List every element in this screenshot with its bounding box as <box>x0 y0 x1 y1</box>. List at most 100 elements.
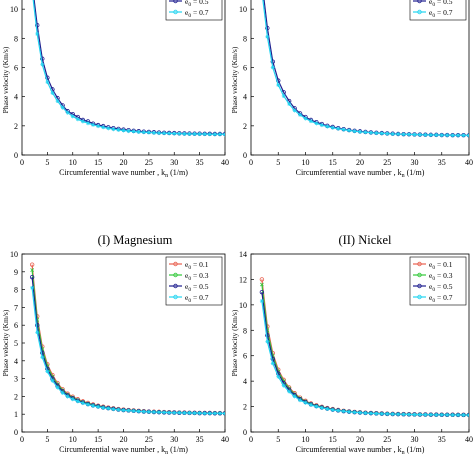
data-point <box>281 93 286 98</box>
data-point <box>287 389 292 394</box>
x-axis-label: Circumferential wave number , kn (1/m) <box>59 445 188 456</box>
data-point <box>341 409 346 414</box>
data-point <box>157 410 162 415</box>
data-point <box>70 114 75 119</box>
x-tick-label: 10 <box>302 435 310 444</box>
x-tick-label: 0 <box>20 435 24 444</box>
series-group <box>29 262 225 416</box>
data-point <box>347 409 352 414</box>
x-tick-label: 10 <box>69 158 77 167</box>
series-line-0.7 <box>262 0 469 137</box>
legend-label: e0 = 0.5 <box>185 0 209 8</box>
data-point <box>217 411 222 416</box>
data-point <box>461 133 466 138</box>
data-point <box>450 133 455 138</box>
legend-marker <box>417 0 422 4</box>
data-point <box>96 124 101 129</box>
chart-panel-3: 0 5 10 15 20 25 30 35 40 0 2 4 6 8 10 12 14 Circumferenti… <box>230 250 473 456</box>
x-tick-label: 25 <box>383 435 391 444</box>
x-tick-label: 20 <box>120 435 128 444</box>
y-tick-label: 10 <box>10 250 18 259</box>
legend-label: e0 = 0.5 <box>185 282 209 293</box>
y-tick-label: 8 <box>243 34 247 43</box>
data-point <box>177 131 182 136</box>
x-tick-label: 25 <box>383 158 391 167</box>
data-point <box>467 413 469 418</box>
data-point <box>374 411 379 416</box>
y-tick-label: 0 <box>14 428 18 437</box>
data-point <box>223 132 225 137</box>
x-tick-label: 5 <box>276 435 280 444</box>
y-tick-label: 0 <box>243 428 247 437</box>
data-point <box>126 408 131 413</box>
legend-label: e0 = 0.7 <box>429 8 453 19</box>
data-point <box>276 83 281 87</box>
x-tick-label: 20 <box>356 435 364 444</box>
data-point <box>363 411 368 416</box>
series-line-0.7 <box>261 300 469 416</box>
data-point <box>298 112 303 117</box>
data-point <box>35 23 40 28</box>
x-tick-label: 0 <box>249 435 253 444</box>
data-point <box>401 412 406 417</box>
data-point <box>106 406 111 411</box>
data-point <box>423 412 428 417</box>
y-tick-label: 0 <box>243 151 247 160</box>
x-tick-label: 25 <box>145 435 153 444</box>
y-tick-label: 2 <box>14 122 18 131</box>
y-tick-label: 0 <box>14 151 18 160</box>
data-point <box>116 127 121 132</box>
data-point <box>352 129 357 134</box>
data-point <box>162 131 167 136</box>
x-tick-label: 15 <box>329 158 337 167</box>
data-point <box>80 401 85 406</box>
data-point <box>136 129 141 134</box>
data-point <box>131 129 136 134</box>
data-point <box>223 411 225 416</box>
legend-label: e0 = 0.1 <box>429 260 453 271</box>
data-point <box>428 412 433 417</box>
data-point <box>292 394 297 399</box>
data-point <box>136 409 141 414</box>
legend-label: e0 = 0.7 <box>429 293 453 304</box>
data-point <box>106 126 111 131</box>
data-point <box>65 394 70 399</box>
data-point <box>151 130 156 135</box>
data-point <box>439 133 444 138</box>
legend-box <box>165 0 223 21</box>
data-point <box>347 128 352 133</box>
data-point <box>60 105 65 110</box>
data-point <box>461 412 466 417</box>
x-tick-label: 30 <box>170 435 178 444</box>
data-point <box>217 132 222 137</box>
x-tick-label: 30 <box>170 158 178 167</box>
y-tick-label: 14 <box>239 250 247 259</box>
data-point <box>270 59 275 64</box>
data-point <box>75 117 80 122</box>
data-point <box>35 323 40 328</box>
x-axis-label: Circumferential wave number , kn (1/m) <box>296 168 425 179</box>
legend-marker <box>173 9 178 15</box>
legend-label: e0 = 0.7 <box>185 293 209 304</box>
data-point <box>177 410 182 415</box>
data-point <box>265 25 270 31</box>
x-tick-label: 5 <box>45 435 49 444</box>
x-tick-label: 35 <box>196 158 204 167</box>
data-point <box>401 132 406 137</box>
x-tick-label: 10 <box>69 435 77 444</box>
data-point <box>308 402 313 407</box>
legend-marker <box>417 9 422 15</box>
data-point <box>270 356 275 362</box>
data-point <box>29 262 35 267</box>
data-point <box>55 99 60 104</box>
data-point <box>265 34 270 39</box>
data-point <box>80 119 85 124</box>
x-tick-label: 0 <box>20 158 24 167</box>
y-tick-label: 10 <box>239 301 247 310</box>
data-point <box>467 133 469 138</box>
y-axis-label: Phase velocity (Km/s) <box>230 309 239 376</box>
data-point <box>434 133 439 138</box>
data-point <box>121 408 126 413</box>
data-point <box>298 398 303 403</box>
